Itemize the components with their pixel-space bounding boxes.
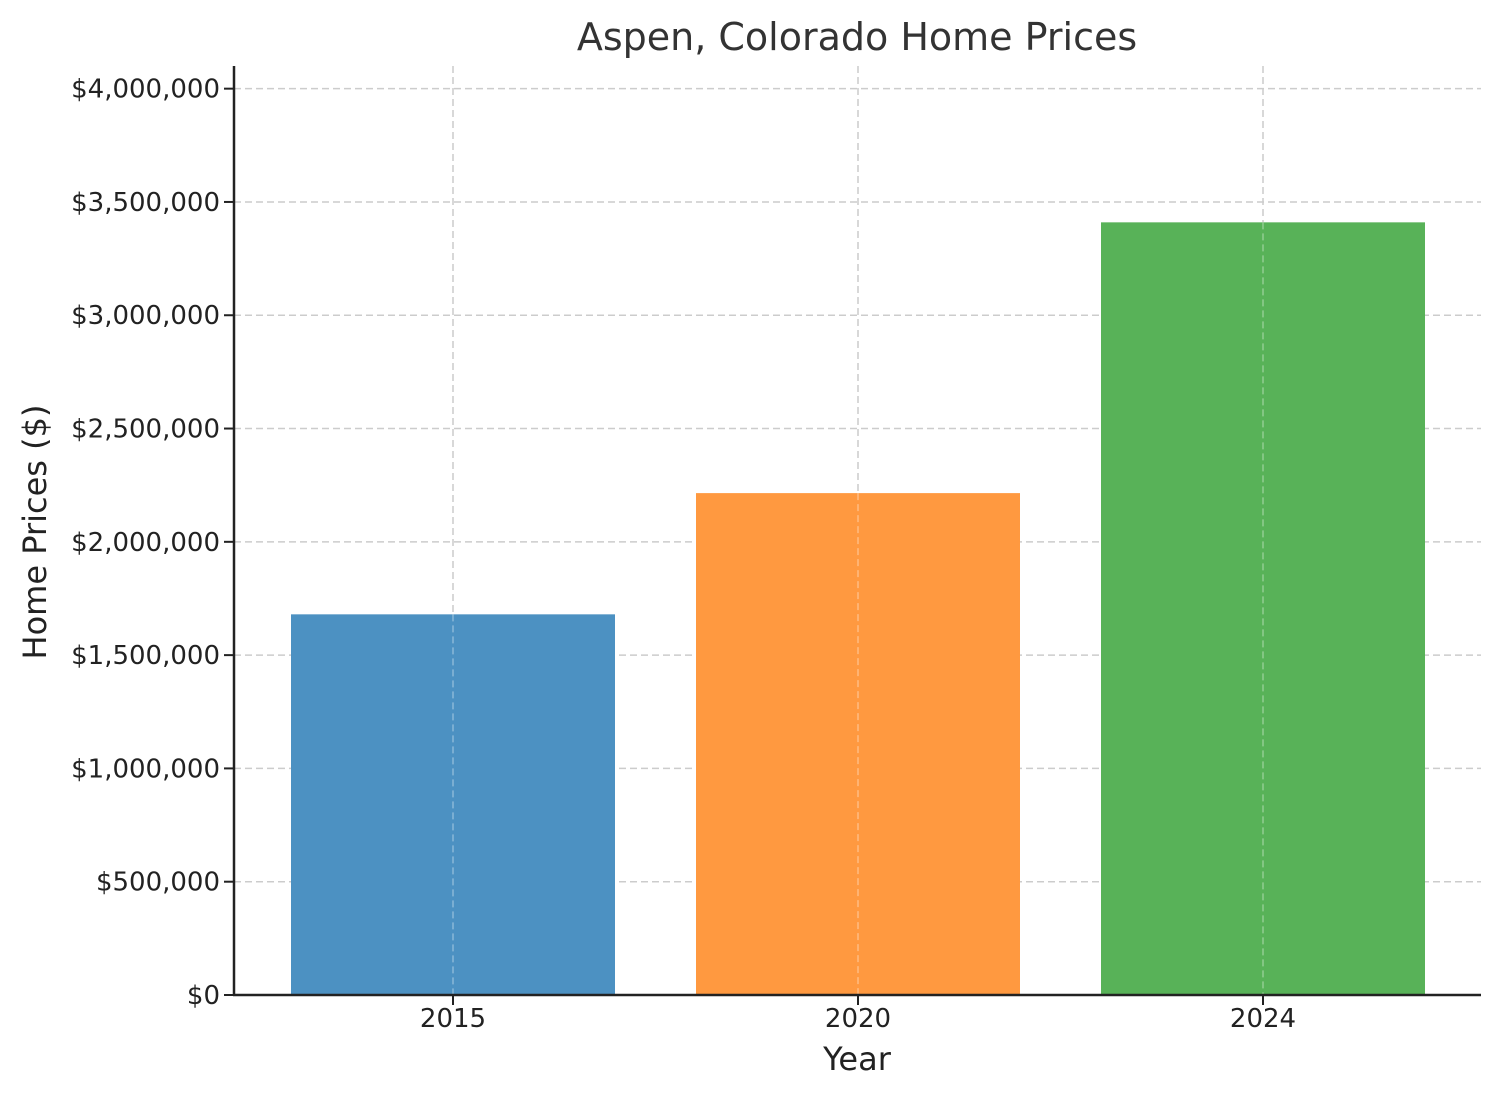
x-axis-ticks: 2015 2020 2024 bbox=[420, 995, 1296, 1034]
x-tick-label: 2015 bbox=[420, 1004, 486, 1034]
y-tick-label: $3,000,000 bbox=[71, 301, 220, 331]
y-tick-label: $2,000,000 bbox=[71, 528, 220, 558]
x-tick-label: 2024 bbox=[1230, 1004, 1296, 1034]
y-tick-label: $1,000,000 bbox=[71, 754, 220, 784]
bar-2024 bbox=[1101, 222, 1425, 996]
x-gridlines-overlay bbox=[452, 222, 1264, 995]
y-tick-label: $4,000,000 bbox=[71, 75, 220, 105]
y-tick-label: $500,000 bbox=[96, 868, 220, 898]
bar-2015 bbox=[291, 614, 615, 995]
y-tick-label: $2,500,000 bbox=[71, 415, 220, 445]
bar-2020 bbox=[696, 493, 1020, 995]
x-axis-label: Year bbox=[822, 1040, 892, 1078]
y-tick-label: $3,500,000 bbox=[71, 188, 220, 218]
chart-title: Aspen, Colorado Home Prices bbox=[577, 15, 1137, 59]
y-tick-label: $0 bbox=[187, 981, 220, 1011]
x-tick-label: 2020 bbox=[825, 1004, 891, 1034]
bars bbox=[291, 222, 1425, 996]
y-axis-ticks: $0 $500,000 $1,000,000 $1,500,000 $2,000,000… bbox=[71, 75, 234, 1011]
y-tick-label: $1,500,000 bbox=[71, 641, 220, 671]
y-axis-label: Home Prices ($) bbox=[16, 405, 54, 660]
